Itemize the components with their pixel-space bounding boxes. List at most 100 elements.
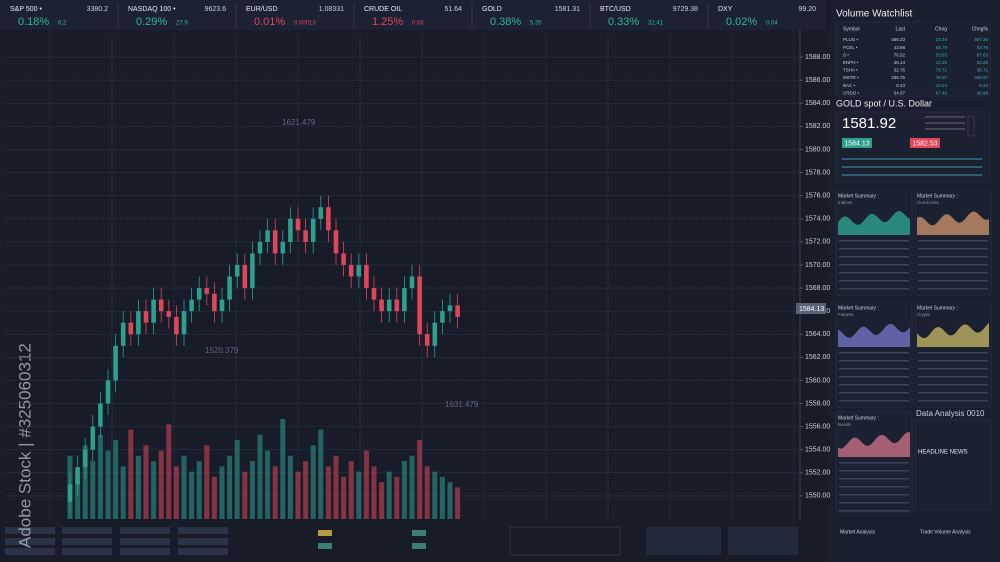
y-tick-label: 1578.00 — [805, 169, 830, 176]
summary-row — [918, 264, 988, 266]
watchlist-cell: BAC • — [843, 83, 856, 88]
volume-bar — [120, 466, 126, 519]
volume-bar — [90, 461, 96, 519]
watchlist-header: Chng — [935, 26, 947, 32]
summary-row — [918, 360, 988, 362]
watchlist-cell: 456.23 — [891, 37, 905, 42]
summary-subtitle: Crypto — [917, 312, 931, 317]
volume-bar — [325, 466, 331, 519]
ticker-name: DXY — [718, 6, 733, 13]
summary-row — [918, 392, 988, 394]
ticker-last: 1.08331 — [319, 6, 344, 13]
summary-row — [918, 240, 988, 242]
bid: 1584.13 — [844, 140, 869, 147]
ticker-name: EUR/USD — [246, 6, 278, 13]
summary-row — [918, 376, 988, 378]
watchlist-cell: 53.79 — [977, 45, 989, 50]
summary-row — [839, 392, 909, 394]
candle-body — [356, 264, 362, 277]
ticker-change-pct: 0.38% — [490, 16, 521, 28]
candle-body — [166, 311, 172, 317]
volume-bar — [181, 455, 187, 519]
candle-body — [189, 299, 194, 312]
y-tick-label: 1552.00 — [805, 470, 830, 477]
summary-row — [839, 256, 909, 258]
volume-bar — [432, 471, 438, 519]
summary-row — [839, 486, 909, 488]
summary-row — [839, 360, 909, 362]
y-tick-label: 1558.00 — [805, 400, 830, 407]
volume-bar — [135, 455, 141, 519]
ticker-name: BTC/USD — [600, 6, 631, 13]
candle-body — [82, 449, 88, 468]
y-tick-label: 1588.00 — [805, 54, 830, 61]
watchlist-cell: 46.98 — [977, 90, 989, 95]
ask-box — [910, 138, 940, 148]
watchlist-cell: 87.63 — [977, 52, 989, 57]
candle-body — [113, 345, 118, 381]
summary-row — [839, 272, 909, 274]
gold-title: GOLD spot / U.S. Dollar — [836, 98, 932, 108]
watchlist-cell: TSHA • — [843, 68, 858, 73]
summary-row — [918, 352, 988, 354]
analysis-title: Data Analysis 0010 — [916, 409, 985, 418]
summary-row — [918, 288, 988, 290]
candle-body — [265, 230, 270, 242]
candle-body — [455, 305, 460, 317]
candle-body — [394, 299, 400, 312]
y-tick-label: 1580.00 — [805, 146, 830, 153]
y-tick-label: 1562.00 — [805, 354, 830, 361]
candle-body — [151, 299, 156, 323]
watchlist-cell: 14.25 — [936, 60, 948, 65]
candle-body — [90, 426, 96, 450]
summary-row — [918, 368, 988, 370]
volume-bar — [249, 461, 255, 519]
summary-row — [918, 280, 988, 282]
bid-box — [842, 138, 872, 148]
ticker-last: 9623.6 — [205, 6, 227, 13]
watermark: Adobe Stock | #325060312 — [15, 343, 34, 548]
analysis-panel — [914, 419, 992, 511]
volume-bar — [166, 424, 172, 519]
watchlist-cell: PCEL • — [843, 45, 858, 50]
watchlist-cell: 345.97 — [974, 75, 988, 80]
headline-news: HEADLINE NEWS — [918, 450, 968, 456]
volume-bar — [417, 440, 423, 519]
candle-body — [75, 467, 80, 485]
watchlist-cell: 78.97 — [936, 75, 948, 80]
summary-title: Market Summary : — [838, 193, 879, 199]
price-tag-box — [796, 303, 826, 314]
volume-bar — [333, 455, 339, 519]
summary-row — [839, 502, 909, 504]
watchlist-header: Chng% — [972, 26, 989, 32]
volume-bar — [173, 466, 179, 519]
watchlist-cell: S • — [843, 52, 849, 57]
summary-row — [839, 376, 909, 378]
y-tick-label: 1586.00 — [805, 77, 830, 84]
ticker-name: CRUDE OIL — [364, 6, 402, 13]
candle-body — [424, 334, 430, 346]
candle-body — [212, 293, 217, 312]
gold-price: 1581.92 — [842, 115, 896, 132]
watchlist-cell: 32.76 — [894, 68, 906, 73]
watchlist-cell: 8.43 — [896, 83, 905, 88]
candle-body — [196, 288, 202, 300]
ticker-change-pct: 0.02% — [726, 16, 757, 28]
volume-bar — [409, 455, 415, 519]
volume-bar — [158, 450, 164, 519]
candle-body — [234, 264, 240, 277]
watchlist-cell: PLUG • — [843, 37, 859, 42]
watchlist-cell: 53.25 — [977, 60, 989, 65]
summary-title: Market Summary : — [838, 305, 879, 311]
summary-panel — [835, 189, 913, 296]
y-tick-label: 1560.00 — [805, 377, 830, 384]
volume-bar — [356, 471, 362, 519]
summary-subtitle: Bonds — [838, 422, 852, 427]
watchlist-cell: 45.14 — [894, 60, 906, 65]
candle-body — [105, 380, 111, 404]
candle-body — [219, 299, 225, 312]
ticker-last: 3380.2 — [87, 6, 109, 13]
summary-subtitle: Indices — [838, 200, 853, 205]
candle-body — [143, 311, 149, 323]
